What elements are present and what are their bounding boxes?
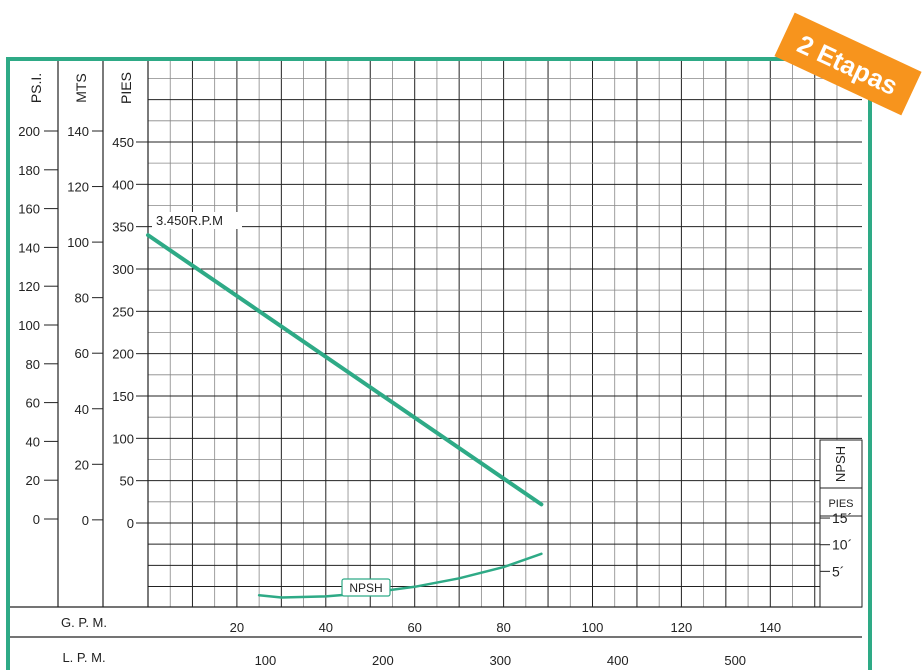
- gpm-axis-label: G. P. M.: [61, 615, 107, 630]
- psi-tick-label: 180: [18, 163, 40, 178]
- mts-tick-label: 0: [82, 513, 89, 528]
- psi-tick-label: 100: [18, 318, 40, 333]
- npsh-tick-label: 10´: [832, 537, 852, 553]
- psi-axis-label: PS.I.: [28, 73, 44, 103]
- lpm-tick-label: 500: [724, 653, 746, 668]
- psi-tick-label: 0: [33, 512, 40, 527]
- mts-tick-label: 140: [67, 124, 89, 139]
- gpm-tick-label: 100: [582, 620, 604, 635]
- mts-tick-label: 20: [75, 457, 89, 472]
- gpm-tick-label: 80: [496, 620, 510, 635]
- lpm-tick-label: 300: [489, 653, 511, 668]
- stage-badge-background: [774, 12, 922, 116]
- psi-tick-label: 160: [18, 202, 40, 217]
- psi-tick-label: 60: [26, 396, 40, 411]
- mts-tick-label: 120: [67, 180, 89, 195]
- lpm-tick-label: 100: [255, 653, 277, 668]
- chart-frame: [6, 57, 872, 670]
- gpm-tick-label: 60: [407, 620, 421, 635]
- mts-axis-label: MTS: [73, 73, 89, 103]
- chart-grid: [148, 60, 862, 607]
- psi-tick-label: 40: [26, 434, 40, 449]
- psi-tick-label: 80: [26, 357, 40, 372]
- series-layer: 3.450R.P.M NPSH: [146, 212, 544, 599]
- mts-tick-label: 60: [75, 346, 89, 361]
- npsh-axis-unit: PIES: [828, 498, 853, 510]
- gpm-tick-label: 140: [759, 620, 781, 635]
- pies-tick-label: 100: [112, 431, 134, 446]
- pies-tick-label: 250: [112, 304, 134, 319]
- pies-axis-label: PIES: [118, 72, 134, 104]
- psi-tick-label: 120: [18, 279, 40, 294]
- psi-tick-label: 200: [18, 124, 40, 139]
- lpm-axis-label: L. P. M.: [62, 650, 105, 665]
- pies-tick-label: 450: [112, 135, 134, 150]
- head-curve: [146, 233, 544, 507]
- npsh-tick-label: 15´: [832, 510, 852, 526]
- pies-tick-label: 300: [112, 262, 134, 277]
- npsh-axis-label: NPSH: [833, 446, 848, 482]
- npsh-curve: [257, 552, 543, 599]
- outer-frame: [6, 57, 872, 670]
- mts-tick-label: 100: [67, 235, 89, 250]
- pies-tick-label: 350: [112, 220, 134, 235]
- pies-tick-label: 200: [112, 347, 134, 362]
- npsh-curve-label: NPSH: [349, 581, 382, 595]
- pies-tick-label: 150: [112, 389, 134, 404]
- bottom-axes: G. P. M. L. P. M. 20 40 60 80 100 120 140 100 200 3…: [8, 606, 862, 668]
- gpm-tick-label: 40: [319, 620, 333, 635]
- mts-tick-label: 40: [75, 402, 89, 417]
- npsh-tick-label: 5´: [832, 563, 844, 579]
- pies-tick-label: 50: [120, 474, 134, 489]
- lpm-tick-label: 200: [372, 653, 394, 668]
- pies-tick-label: 400: [112, 177, 134, 192]
- pies-tick-label: 0: [127, 516, 134, 531]
- plot-area: [148, 60, 862, 607]
- head-curve-label-bg: [152, 212, 242, 229]
- head-curve-label: 3.450R.P.M: [156, 213, 223, 228]
- lpm-tick-label: 400: [607, 653, 629, 668]
- psi-tick-label: 140: [18, 240, 40, 255]
- npsh-axis-box: [819, 439, 863, 608]
- left-axes: PS.I. MTS PIES2001801601401201008060402001…: [18, 60, 149, 607]
- gpm-tick-label: 20: [230, 620, 244, 635]
- psi-tick-label: 20: [26, 473, 40, 488]
- mts-tick-label: 80: [75, 291, 89, 306]
- npsh-curve-label-box: [341, 578, 391, 597]
- gpm-tick-label: 120: [671, 620, 693, 635]
